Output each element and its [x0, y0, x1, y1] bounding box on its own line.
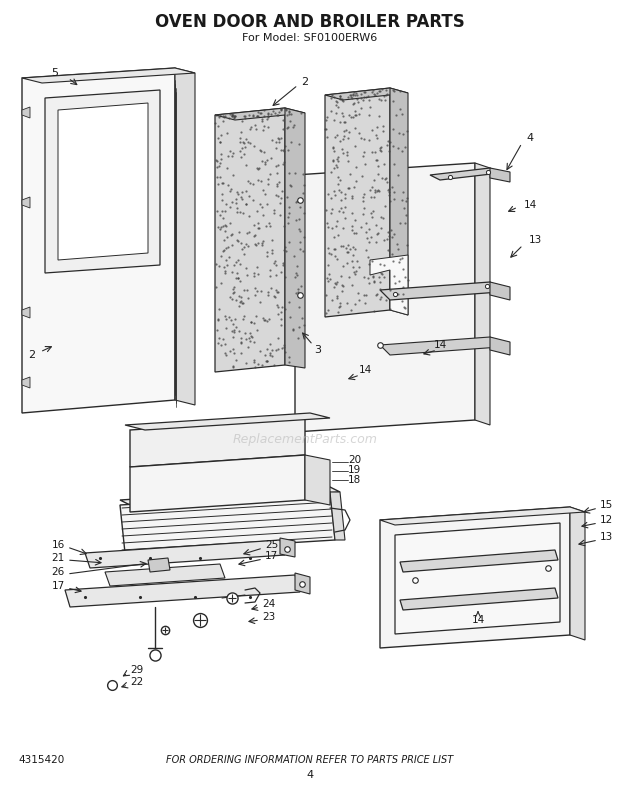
Polygon shape [65, 575, 300, 607]
Polygon shape [105, 564, 225, 586]
Text: 4: 4 [306, 770, 314, 780]
Polygon shape [325, 88, 390, 317]
Polygon shape [370, 255, 408, 315]
Text: 17: 17 [265, 551, 278, 561]
Polygon shape [22, 307, 30, 318]
Polygon shape [22, 377, 30, 388]
Polygon shape [215, 108, 305, 120]
Text: 24: 24 [262, 599, 275, 609]
Polygon shape [430, 168, 500, 180]
Polygon shape [22, 197, 30, 208]
Text: 4: 4 [526, 133, 534, 143]
Polygon shape [380, 507, 585, 525]
Text: 14: 14 [471, 615, 485, 625]
Polygon shape [175, 68, 195, 405]
Polygon shape [58, 103, 148, 260]
Polygon shape [490, 168, 510, 182]
Polygon shape [490, 282, 510, 300]
Polygon shape [400, 550, 558, 572]
Text: 14: 14 [523, 200, 537, 210]
Polygon shape [570, 507, 585, 640]
Text: 18: 18 [348, 475, 361, 485]
Text: 14: 14 [358, 365, 371, 375]
Text: 17: 17 [51, 581, 65, 591]
Polygon shape [280, 538, 295, 557]
Polygon shape [22, 107, 30, 118]
Text: 13: 13 [600, 532, 613, 542]
Polygon shape [380, 507, 570, 648]
Polygon shape [390, 88, 408, 315]
Text: 13: 13 [528, 235, 542, 245]
Text: 3: 3 [314, 345, 322, 355]
Polygon shape [325, 88, 408, 100]
Polygon shape [85, 540, 285, 568]
Polygon shape [130, 418, 305, 467]
Polygon shape [400, 588, 558, 610]
Polygon shape [380, 282, 500, 300]
Polygon shape [330, 492, 345, 540]
Text: 4315420: 4315420 [18, 755, 64, 765]
Text: 21: 21 [51, 553, 65, 563]
Text: 2: 2 [301, 77, 309, 87]
Polygon shape [45, 90, 160, 273]
Polygon shape [395, 523, 560, 634]
Text: 25: 25 [265, 540, 278, 550]
Text: 29: 29 [130, 665, 143, 675]
Polygon shape [130, 455, 305, 512]
Text: FOR ORDERING INFORMATION REFER TO PARTS PRICE LIST: FOR ORDERING INFORMATION REFER TO PARTS … [166, 755, 454, 765]
Polygon shape [285, 108, 305, 368]
Polygon shape [380, 337, 500, 355]
Polygon shape [305, 455, 330, 505]
Text: 14: 14 [433, 340, 446, 350]
Text: 12: 12 [600, 515, 613, 525]
Polygon shape [125, 413, 330, 430]
Text: For Model: SF0100ERW6: For Model: SF0100ERW6 [242, 33, 378, 43]
Polygon shape [295, 163, 475, 432]
Polygon shape [490, 337, 510, 355]
Polygon shape [120, 492, 335, 553]
Text: 22: 22 [130, 677, 143, 687]
Text: OVEN DOOR AND BROILER PARTS: OVEN DOOR AND BROILER PARTS [155, 13, 465, 31]
Text: 26: 26 [51, 567, 65, 577]
Polygon shape [215, 108, 285, 372]
Text: 20: 20 [348, 455, 361, 465]
Polygon shape [22, 68, 175, 413]
Polygon shape [120, 487, 340, 505]
Text: 19: 19 [348, 465, 361, 475]
Text: 16: 16 [51, 540, 65, 550]
Polygon shape [148, 558, 170, 572]
Text: 2: 2 [29, 350, 35, 360]
Text: 23: 23 [262, 612, 275, 622]
Polygon shape [475, 163, 490, 425]
Text: 15: 15 [600, 500, 613, 510]
Polygon shape [295, 573, 310, 594]
Polygon shape [22, 68, 195, 83]
Text: 5: 5 [51, 68, 58, 78]
Text: ReplacementParts.com: ReplacementParts.com [232, 433, 378, 447]
